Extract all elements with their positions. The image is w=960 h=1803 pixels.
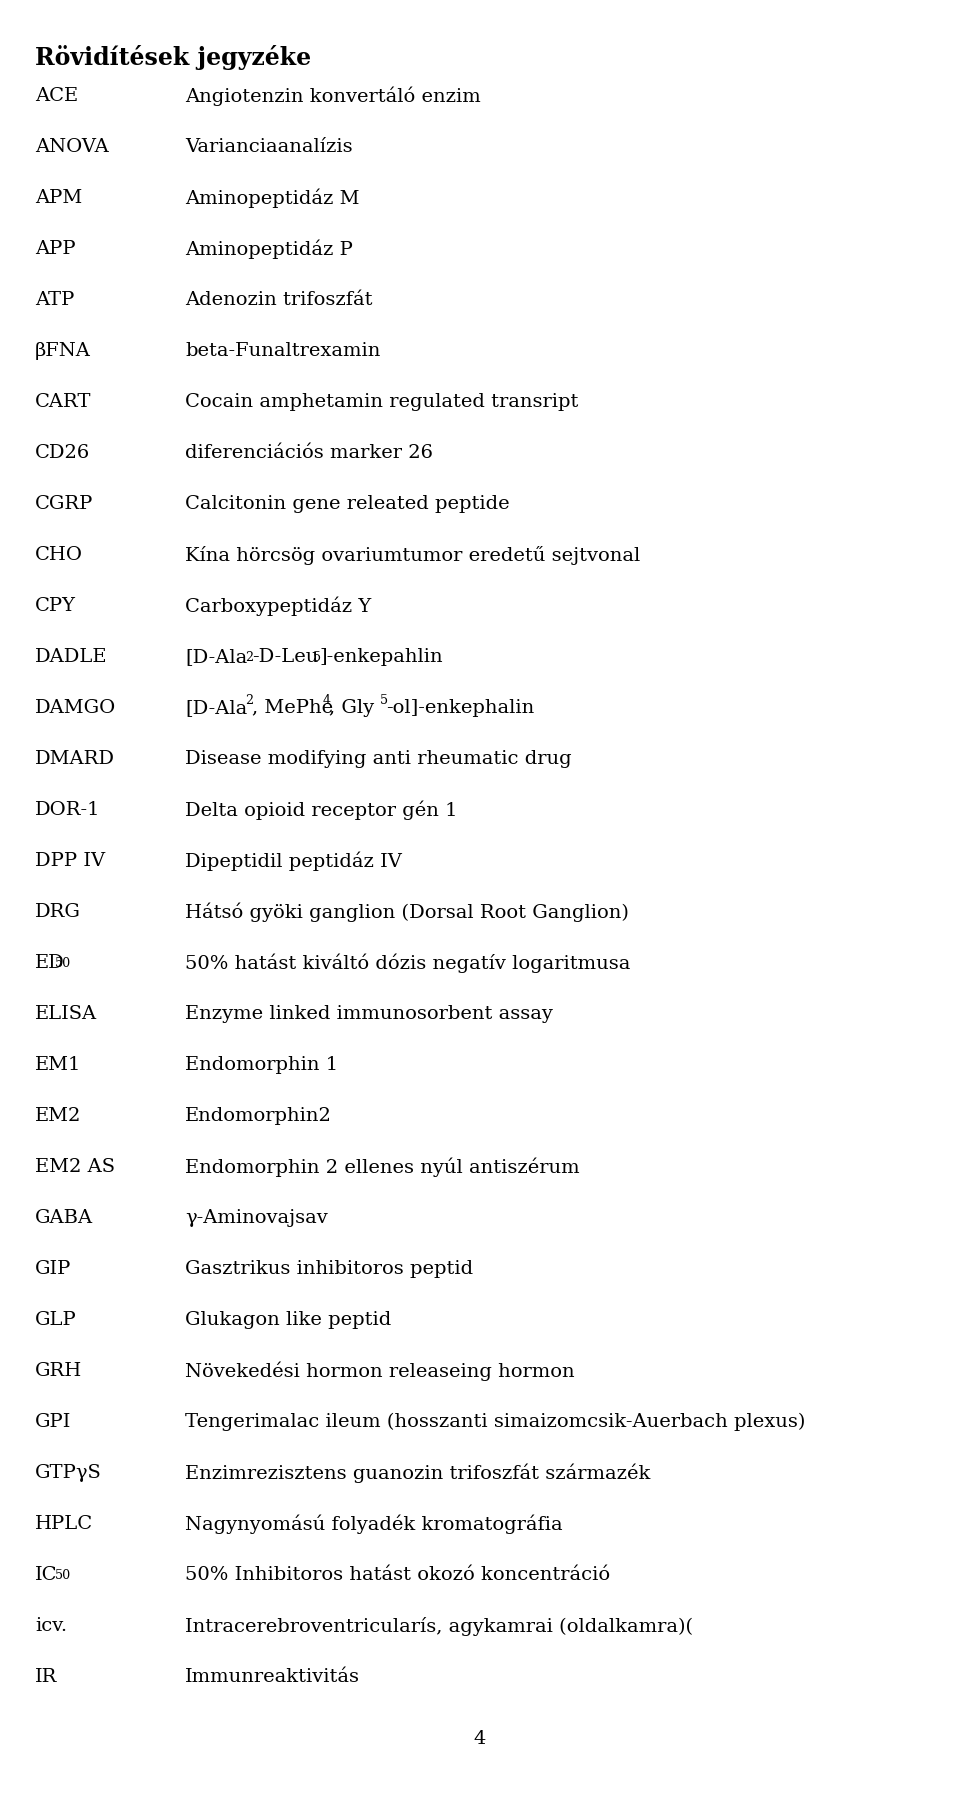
Text: Angiotenzin konvertáló enzim: Angiotenzin konvertáló enzim xyxy=(185,87,481,106)
Text: Intracerebroventricularís, agykamrai (oldalkamra)(: Intracerebroventricularís, agykamrai (ol… xyxy=(185,1617,693,1635)
Text: [D-Ala: [D-Ala xyxy=(185,647,248,665)
Text: CGRP: CGRP xyxy=(35,494,93,512)
Text: -D-Leu: -D-Leu xyxy=(252,647,319,665)
Text: Tengerimalac ileum (hosszanti simaizomcsik-Auerbach plexus): Tengerimalac ileum (hosszanti simaizomcs… xyxy=(185,1414,805,1432)
Text: Endomorphin 1: Endomorphin 1 xyxy=(185,1057,338,1075)
Text: Dipeptidil peptidáz IV: Dipeptidil peptidáz IV xyxy=(185,851,402,871)
Text: Hátsó gyöki ganglion (Dorsal Root Ganglion): Hátsó gyöki ganglion (Dorsal Root Gangli… xyxy=(185,903,629,923)
Text: APM: APM xyxy=(35,189,83,207)
Text: CHO: CHO xyxy=(35,546,83,564)
Text: Immunreaktivitás: Immunreaktivitás xyxy=(185,1668,360,1686)
Text: Enzyme linked immunosorbent assay: Enzyme linked immunosorbent assay xyxy=(185,1004,553,1022)
Text: Adenozin trifoszfát: Adenozin trifoszfát xyxy=(185,290,372,308)
Text: 2: 2 xyxy=(246,694,253,707)
Text: DPP IV: DPP IV xyxy=(35,851,106,869)
Text: Delta opioid receptor gén 1: Delta opioid receptor gén 1 xyxy=(185,801,458,820)
Text: DOR-1: DOR-1 xyxy=(35,801,101,819)
Text: 2: 2 xyxy=(246,651,253,664)
Text: Glukagon like peptid: Glukagon like peptid xyxy=(185,1311,392,1329)
Text: Endomorphin 2 ellenes nyúl antiszérum: Endomorphin 2 ellenes nyúl antiszérum xyxy=(185,1158,580,1177)
Text: Enzimrezisztens guanozin trifoszfát származék: Enzimrezisztens guanozin trifoszfát szár… xyxy=(185,1464,650,1484)
Text: Disease modifying anti rheumatic drug: Disease modifying anti rheumatic drug xyxy=(185,750,571,768)
Text: GPI: GPI xyxy=(35,1414,71,1432)
Text: Kína hörcsög ovariumtumor eredetű sejtvonal: Kína hörcsög ovariumtumor eredetű sejtvo… xyxy=(185,546,640,564)
Text: Aminopeptidáz M: Aminopeptidáz M xyxy=(185,189,359,209)
Text: 50: 50 xyxy=(55,957,71,970)
Text: CART: CART xyxy=(35,393,91,411)
Text: , Gly: , Gly xyxy=(329,700,374,718)
Text: ELISA: ELISA xyxy=(35,1004,97,1022)
Text: CPY: CPY xyxy=(35,597,76,615)
Text: 4: 4 xyxy=(323,694,330,707)
Text: CD26: CD26 xyxy=(35,444,90,462)
Text: 50% Inhibitoros hatást okozó koncentráció: 50% Inhibitoros hatást okozó koncentráci… xyxy=(185,1565,611,1583)
Text: Varianciaanalízis: Varianciaanalízis xyxy=(185,137,352,155)
Text: GLP: GLP xyxy=(35,1311,77,1329)
Text: DAMGO: DAMGO xyxy=(35,700,116,718)
Text: DADLE: DADLE xyxy=(35,647,108,665)
Text: βFNA: βFNA xyxy=(35,343,91,361)
Text: Nagynyomású folyadék kromatográfia: Nagynyomású folyadék kromatográfia xyxy=(185,1515,563,1534)
Text: ED: ED xyxy=(35,954,64,972)
Text: Növekedési hormon releaseing hormon: Növekedési hormon releaseing hormon xyxy=(185,1361,575,1381)
Text: GRH: GRH xyxy=(35,1361,83,1379)
Text: Aminopeptidáz P: Aminopeptidáz P xyxy=(185,240,353,260)
Text: 5: 5 xyxy=(313,651,321,664)
Text: ACE: ACE xyxy=(35,87,78,105)
Text: IC: IC xyxy=(35,1565,58,1583)
Text: Rövidítések jegyzéke: Rövidítések jegyzéke xyxy=(35,45,311,70)
Text: ANOVA: ANOVA xyxy=(35,137,108,155)
Text: EM2 AS: EM2 AS xyxy=(35,1158,115,1176)
Text: 50: 50 xyxy=(55,1569,71,1583)
Text: Gasztrikus inhibitoros peptid: Gasztrikus inhibitoros peptid xyxy=(185,1260,473,1278)
Text: Calcitonin gene releated peptide: Calcitonin gene releated peptide xyxy=(185,494,510,512)
Text: γ-Aminovajsav: γ-Aminovajsav xyxy=(185,1208,327,1226)
Text: APP: APP xyxy=(35,240,76,258)
Text: GTPγS: GTPγS xyxy=(35,1464,102,1482)
Text: DMARD: DMARD xyxy=(35,750,115,768)
Text: HPLC: HPLC xyxy=(35,1515,93,1533)
Text: DRG: DRG xyxy=(35,903,81,921)
Text: diferenciációs marker 26: diferenciációs marker 26 xyxy=(185,444,433,462)
Text: IR: IR xyxy=(35,1668,58,1686)
Text: EM1: EM1 xyxy=(35,1057,82,1075)
Text: ]-enkepahlin: ]-enkepahlin xyxy=(319,647,443,665)
Text: GABA: GABA xyxy=(35,1208,93,1226)
Text: 4: 4 xyxy=(474,1731,486,1747)
Text: Carboxypeptidáz Y: Carboxypeptidáz Y xyxy=(185,597,372,617)
Text: beta-Funaltrexamin: beta-Funaltrexamin xyxy=(185,343,380,361)
Text: EM2: EM2 xyxy=(35,1107,82,1125)
Text: icv.: icv. xyxy=(35,1617,67,1635)
Text: 50% hatást kiváltó dózis negatív logaritmusa: 50% hatást kiváltó dózis negatív logarit… xyxy=(185,954,631,974)
Text: ATP: ATP xyxy=(35,290,74,308)
Text: -ol]-enkephalin: -ol]-enkephalin xyxy=(386,700,535,718)
Text: GIP: GIP xyxy=(35,1260,71,1278)
Text: Cocain amphetamin regulated transript: Cocain amphetamin regulated transript xyxy=(185,393,578,411)
Text: Endomorphin2: Endomorphin2 xyxy=(185,1107,332,1125)
Text: 5: 5 xyxy=(379,694,388,707)
Text: [D-Ala: [D-Ala xyxy=(185,700,248,718)
Text: , MePhe: , MePhe xyxy=(252,700,333,718)
